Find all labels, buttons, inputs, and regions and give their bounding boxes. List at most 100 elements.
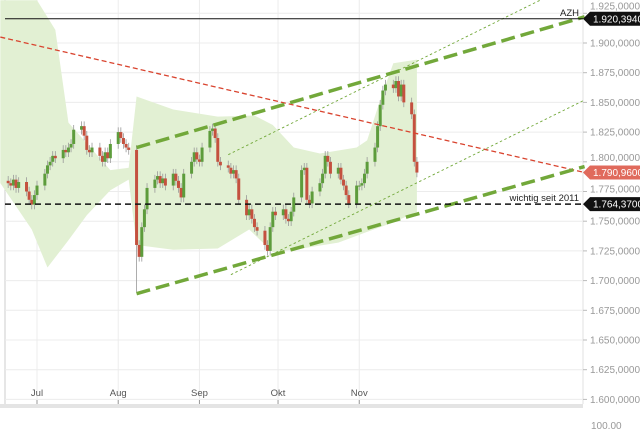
- candle-body: [245, 199, 249, 216]
- price-labels: AZH 1.920,39401 wichtig seit 2011 1.764,370…: [508, 8, 640, 212]
- candle-body: [310, 191, 314, 204]
- candle-body: [140, 227, 144, 257]
- candle-body: [27, 191, 31, 200]
- candle-body: [271, 211, 275, 228]
- candle-body: [80, 126, 84, 130]
- candle-body: [284, 209, 288, 219]
- y-tick-label: 1.675,00000: [590, 306, 640, 317]
- candle-body: [399, 84, 403, 97]
- candle-body: [32, 195, 36, 205]
- trend-line-green-thick-dashed: [136, 164, 586, 296]
- horizontal-line-price-label-box: [583, 11, 640, 26]
- y-tick-label: 1.750,00000: [590, 217, 640, 228]
- candle-body: [197, 159, 201, 162]
- candle-body: [9, 183, 13, 186]
- candle-body: [415, 161, 419, 173]
- x-tick-label: Aug: [110, 388, 127, 399]
- candle-body: [307, 199, 311, 204]
- candle-body: [266, 244, 270, 251]
- last-price-label: 1.790,96000: [593, 168, 640, 179]
- candle-body: [182, 173, 186, 198]
- candle-body: [163, 178, 167, 186]
- y-tick-label: 1.625,00000: [590, 365, 640, 376]
- x-tick-label: Nov: [351, 388, 368, 399]
- candle-body: [255, 227, 259, 231]
- y-tick-label: 1.875,00000: [590, 68, 640, 79]
- candle-body: [216, 138, 220, 162]
- candles: [6, 76, 419, 293]
- candle-body: [35, 185, 39, 196]
- candle-body: [98, 147, 102, 156]
- candle-body: [11, 179, 15, 186]
- candle-body: [174, 173, 178, 181]
- candle-body: [127, 147, 131, 150]
- candle-body: [14, 179, 18, 188]
- candle-body: [43, 173, 47, 186]
- trend-lines: [0, 0, 586, 296]
- candle-body: [323, 155, 327, 174]
- candle-body: [360, 183, 364, 186]
- candle-body: [145, 187, 149, 210]
- trend-line-green-thick-dashed: [136, 15, 586, 150]
- candle-body: [17, 181, 21, 188]
- candle-body: [103, 152, 107, 162]
- candle-body: [347, 195, 351, 204]
- candle-body: [142, 209, 146, 228]
- candle-body: [124, 143, 128, 148]
- candle-body: [410, 102, 414, 115]
- candle-body: [321, 173, 325, 184]
- lower-pane-label: 100,00: [591, 421, 622, 429]
- candle-body: [176, 180, 180, 188]
- candle-body: [252, 218, 256, 228]
- pane-separator: [0, 404, 583, 408]
- candle-body: [250, 209, 254, 219]
- candle-body: [300, 170, 304, 198]
- candle-body: [85, 135, 89, 150]
- candle-body: [137, 244, 141, 257]
- candle-body: [66, 147, 70, 153]
- candle-body: [61, 149, 65, 159]
- x-axis: Jul Aug Sep Okt Nov: [31, 388, 368, 404]
- candle-body: [45, 165, 49, 174]
- candle-body: [195, 152, 199, 160]
- y-tick-label: 1.925,00000: [590, 2, 640, 13]
- y-tick-label: 1.725,00000: [590, 246, 640, 257]
- candle-body: [357, 185, 361, 187]
- candle-body: [192, 152, 196, 162]
- candle-body: [53, 155, 57, 159]
- y-tick-label: 1.650,00000: [590, 336, 640, 347]
- candle-body: [412, 114, 416, 162]
- candle-body: [87, 149, 91, 153]
- y-tick-label: 1.800,00000: [590, 153, 640, 164]
- candle-body: [121, 138, 125, 144]
- candle-body: [287, 218, 291, 222]
- horizontal-line-note: wichtig seit 2011: [508, 193, 579, 204]
- candle-body: [106, 152, 110, 159]
- y-tick-label: 1.900,00000: [590, 39, 640, 50]
- candle-body: [378, 104, 382, 127]
- candle-body: [90, 147, 94, 153]
- y-tick-label: 1.775,00000: [590, 185, 640, 196]
- candle-body: [101, 155, 104, 162]
- candle-body: [365, 161, 369, 174]
- candle-body: [391, 84, 395, 89]
- candle-body: [51, 155, 55, 162]
- candle-body: [237, 178, 241, 200]
- candle-body: [328, 161, 332, 174]
- candle-body: [263, 230, 267, 245]
- horizontal-line-price-label-box: [583, 197, 640, 212]
- candle-body: [355, 185, 359, 204]
- candle-body: [402, 84, 406, 103]
- horizontal-line-price-label: 1.764,37000: [593, 200, 640, 211]
- y-tick-label: 1.700,00000: [590, 276, 640, 287]
- last-price-label-box: [583, 165, 640, 180]
- candle-body: [229, 167, 233, 174]
- y-tick-label: 1.850,00000: [590, 98, 640, 109]
- candle-body: [373, 147, 377, 162]
- candle-body: [268, 227, 272, 251]
- candle-body: [363, 173, 366, 184]
- candle-body: [213, 128, 217, 139]
- candle-body: [281, 209, 285, 216]
- x-tick-label: Jul: [31, 388, 43, 399]
